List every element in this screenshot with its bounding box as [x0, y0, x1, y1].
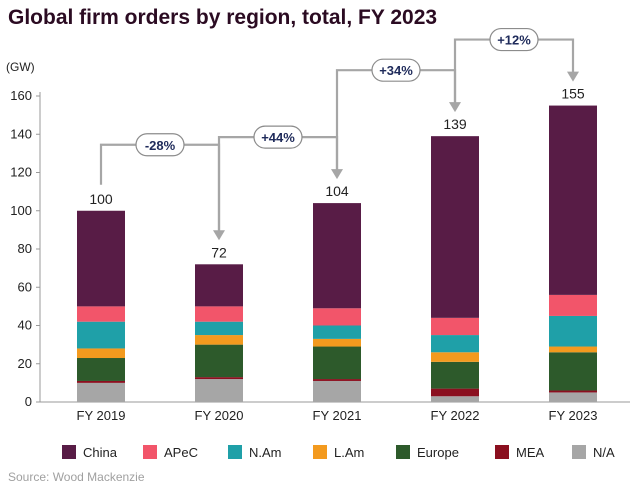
bar-total-label: 139 — [443, 116, 467, 132]
bar-segment-mea — [549, 390, 597, 393]
y-tick-label: 100 — [10, 203, 32, 218]
bar-total-label: 100 — [89, 191, 113, 207]
bar-segment-mea — [195, 377, 243, 380]
x-tick-label: FY 2022 — [431, 408, 480, 423]
bar-segment-lam — [549, 346, 597, 353]
bar-segment-nam — [77, 321, 125, 349]
bar-segment-nam — [549, 315, 597, 347]
bar-segment-na — [77, 382, 125, 402]
growth-badge — [489, 27, 539, 52]
bar-segment-na — [549, 392, 597, 402]
legend-swatch — [396, 445, 410, 459]
legend-swatch — [228, 445, 242, 459]
bar-segment-apec — [195, 306, 243, 322]
y-tick-label: 0 — [25, 394, 32, 409]
bar-segment-na — [313, 380, 361, 402]
legend-swatch — [62, 445, 76, 459]
bar-segment-mea — [431, 388, 479, 397]
bar-segment-europe — [431, 361, 479, 389]
bar-segment-apec — [313, 308, 361, 326]
y-tick-label: 40 — [18, 318, 32, 333]
legend-label: L.Am — [334, 445, 364, 460]
bar-segment-china — [195, 264, 243, 307]
bar-segment-lam — [313, 338, 361, 347]
bar-segment-china — [431, 136, 479, 318]
y-tick-label: 140 — [10, 126, 32, 141]
legend-swatch — [495, 445, 509, 459]
growth-badge — [371, 58, 421, 82]
bar-segment-mea — [77, 380, 125, 383]
bar-segment-lam — [77, 348, 125, 359]
legend-label: N/A — [593, 445, 615, 460]
bar-segment-lam — [431, 352, 479, 362]
bar-segment-na — [195, 379, 243, 402]
bar-segment-china — [77, 210, 125, 307]
y-tick-label: 120 — [10, 165, 32, 180]
legend-label: N.Am — [249, 445, 282, 460]
bar-segment-europe — [313, 346, 361, 380]
growth-badge — [135, 133, 185, 157]
x-tick-label: FY 2020 — [195, 408, 244, 423]
bar-total-label: 104 — [325, 183, 349, 199]
y-tick-label: 20 — [18, 356, 32, 371]
y-tick-label: 160 — [10, 88, 32, 103]
bar-segment-mea — [313, 379, 361, 381]
bar-segment-lam — [195, 335, 243, 345]
bar-segment-europe — [195, 344, 243, 378]
bar-segment-europe — [77, 358, 125, 381]
growth-label: +12% — [497, 33, 531, 48]
growth-label: +44% — [261, 130, 295, 145]
x-tick-label: FY 2021 — [313, 408, 362, 423]
legend-label: MEA — [516, 445, 545, 460]
y-axis-unit-label: (GW) — [6, 60, 35, 74]
legend-label: Europe — [417, 445, 459, 460]
bar-segment-china — [313, 203, 361, 309]
bar-segment-nam — [195, 321, 243, 336]
bar-segment-china — [549, 105, 597, 295]
growth-arrowhead — [567, 71, 579, 82]
bar-segment-apec — [77, 306, 125, 322]
growth-label: +34% — [379, 63, 413, 78]
y-tick-label: 80 — [18, 241, 32, 256]
bar-segment-nam — [431, 335, 479, 353]
source-note: Source: Wood Mackenzie — [8, 470, 145, 484]
legend-swatch — [313, 445, 327, 459]
bar-segment-nam — [313, 325, 361, 339]
growth-label: -28% — [145, 138, 176, 153]
y-tick-label: 60 — [18, 279, 32, 294]
bar-segment-na — [431, 396, 479, 402]
bar-total-label: 155 — [561, 86, 585, 102]
x-tick-label: FY 2023 — [549, 408, 598, 423]
legend-label: China — [83, 445, 118, 460]
chart-title: Global firm orders by region, total, FY … — [8, 6, 438, 29]
bar-segment-apec — [549, 294, 597, 316]
bar-segment-apec — [431, 317, 479, 336]
legend-label: APeC — [164, 445, 198, 460]
legend-swatch — [572, 445, 586, 459]
growth-badge — [253, 125, 303, 149]
x-tick-label: FY 2019 — [77, 408, 126, 423]
bar-segment-europe — [549, 352, 597, 391]
legend-swatch — [143, 445, 157, 459]
bar-total-label: 72 — [211, 244, 227, 260]
